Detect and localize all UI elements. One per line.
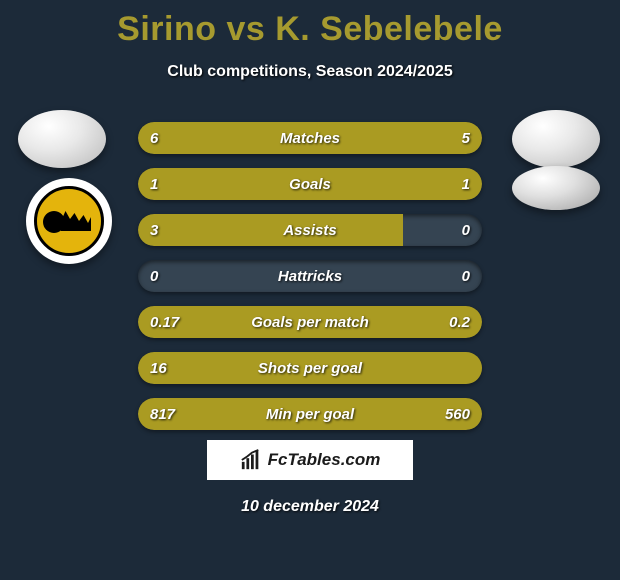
stat-value-right: 0	[450, 214, 482, 246]
stat-value-right: 560	[433, 398, 482, 430]
stat-value-right: 0	[450, 260, 482, 292]
date-label: 10 december 2024	[0, 498, 620, 516]
page-title: Sirino vs K. Sebelebele	[0, 0, 620, 49]
stat-value-right: 5	[450, 122, 482, 154]
stat-value-left: 817	[138, 398, 187, 430]
fctables-watermark: FcTables.com	[207, 440, 413, 480]
watermark-label: FcTables.com	[268, 450, 381, 470]
chart-icon	[240, 449, 262, 471]
stat-row: 30Assists	[138, 214, 482, 246]
stat-row: 65Matches	[138, 122, 482, 154]
stat-value-left: 6	[138, 122, 170, 154]
comparison-bars: 65Matches11Goals30Assists00Hattricks0.17…	[138, 122, 482, 444]
kaizer-chiefs-icon	[34, 186, 104, 256]
player1-badge-placeholder	[18, 110, 106, 168]
stat-value-left: 1	[138, 168, 170, 200]
stat-value-left: 0.17	[138, 306, 191, 338]
stat-value-right: 0.2	[437, 306, 482, 338]
stat-value-left: 3	[138, 214, 170, 246]
stat-fill-left	[138, 352, 482, 384]
player2-badge-placeholder-2	[512, 166, 600, 210]
stat-row: 0 0Hattricks	[138, 260, 482, 292]
stat-row: 817560Min per goal	[138, 398, 482, 430]
player2-badge-placeholder-1	[512, 110, 600, 168]
stat-row: 16Shots per goal	[138, 352, 482, 384]
stat-row: 0.170.2Goals per match	[138, 306, 482, 338]
subtitle: Club competitions, Season 2024/2025	[0, 63, 620, 81]
stat-value-left: 16	[138, 352, 179, 384]
stat-value-left: 0	[138, 260, 170, 292]
stat-row: 11Goals	[138, 168, 482, 200]
club-logo	[26, 178, 112, 264]
stat-value-right	[458, 352, 482, 384]
stat-fill-left	[138, 214, 403, 246]
stat-label: Hattricks	[138, 260, 482, 292]
stat-value-right: 1	[450, 168, 482, 200]
